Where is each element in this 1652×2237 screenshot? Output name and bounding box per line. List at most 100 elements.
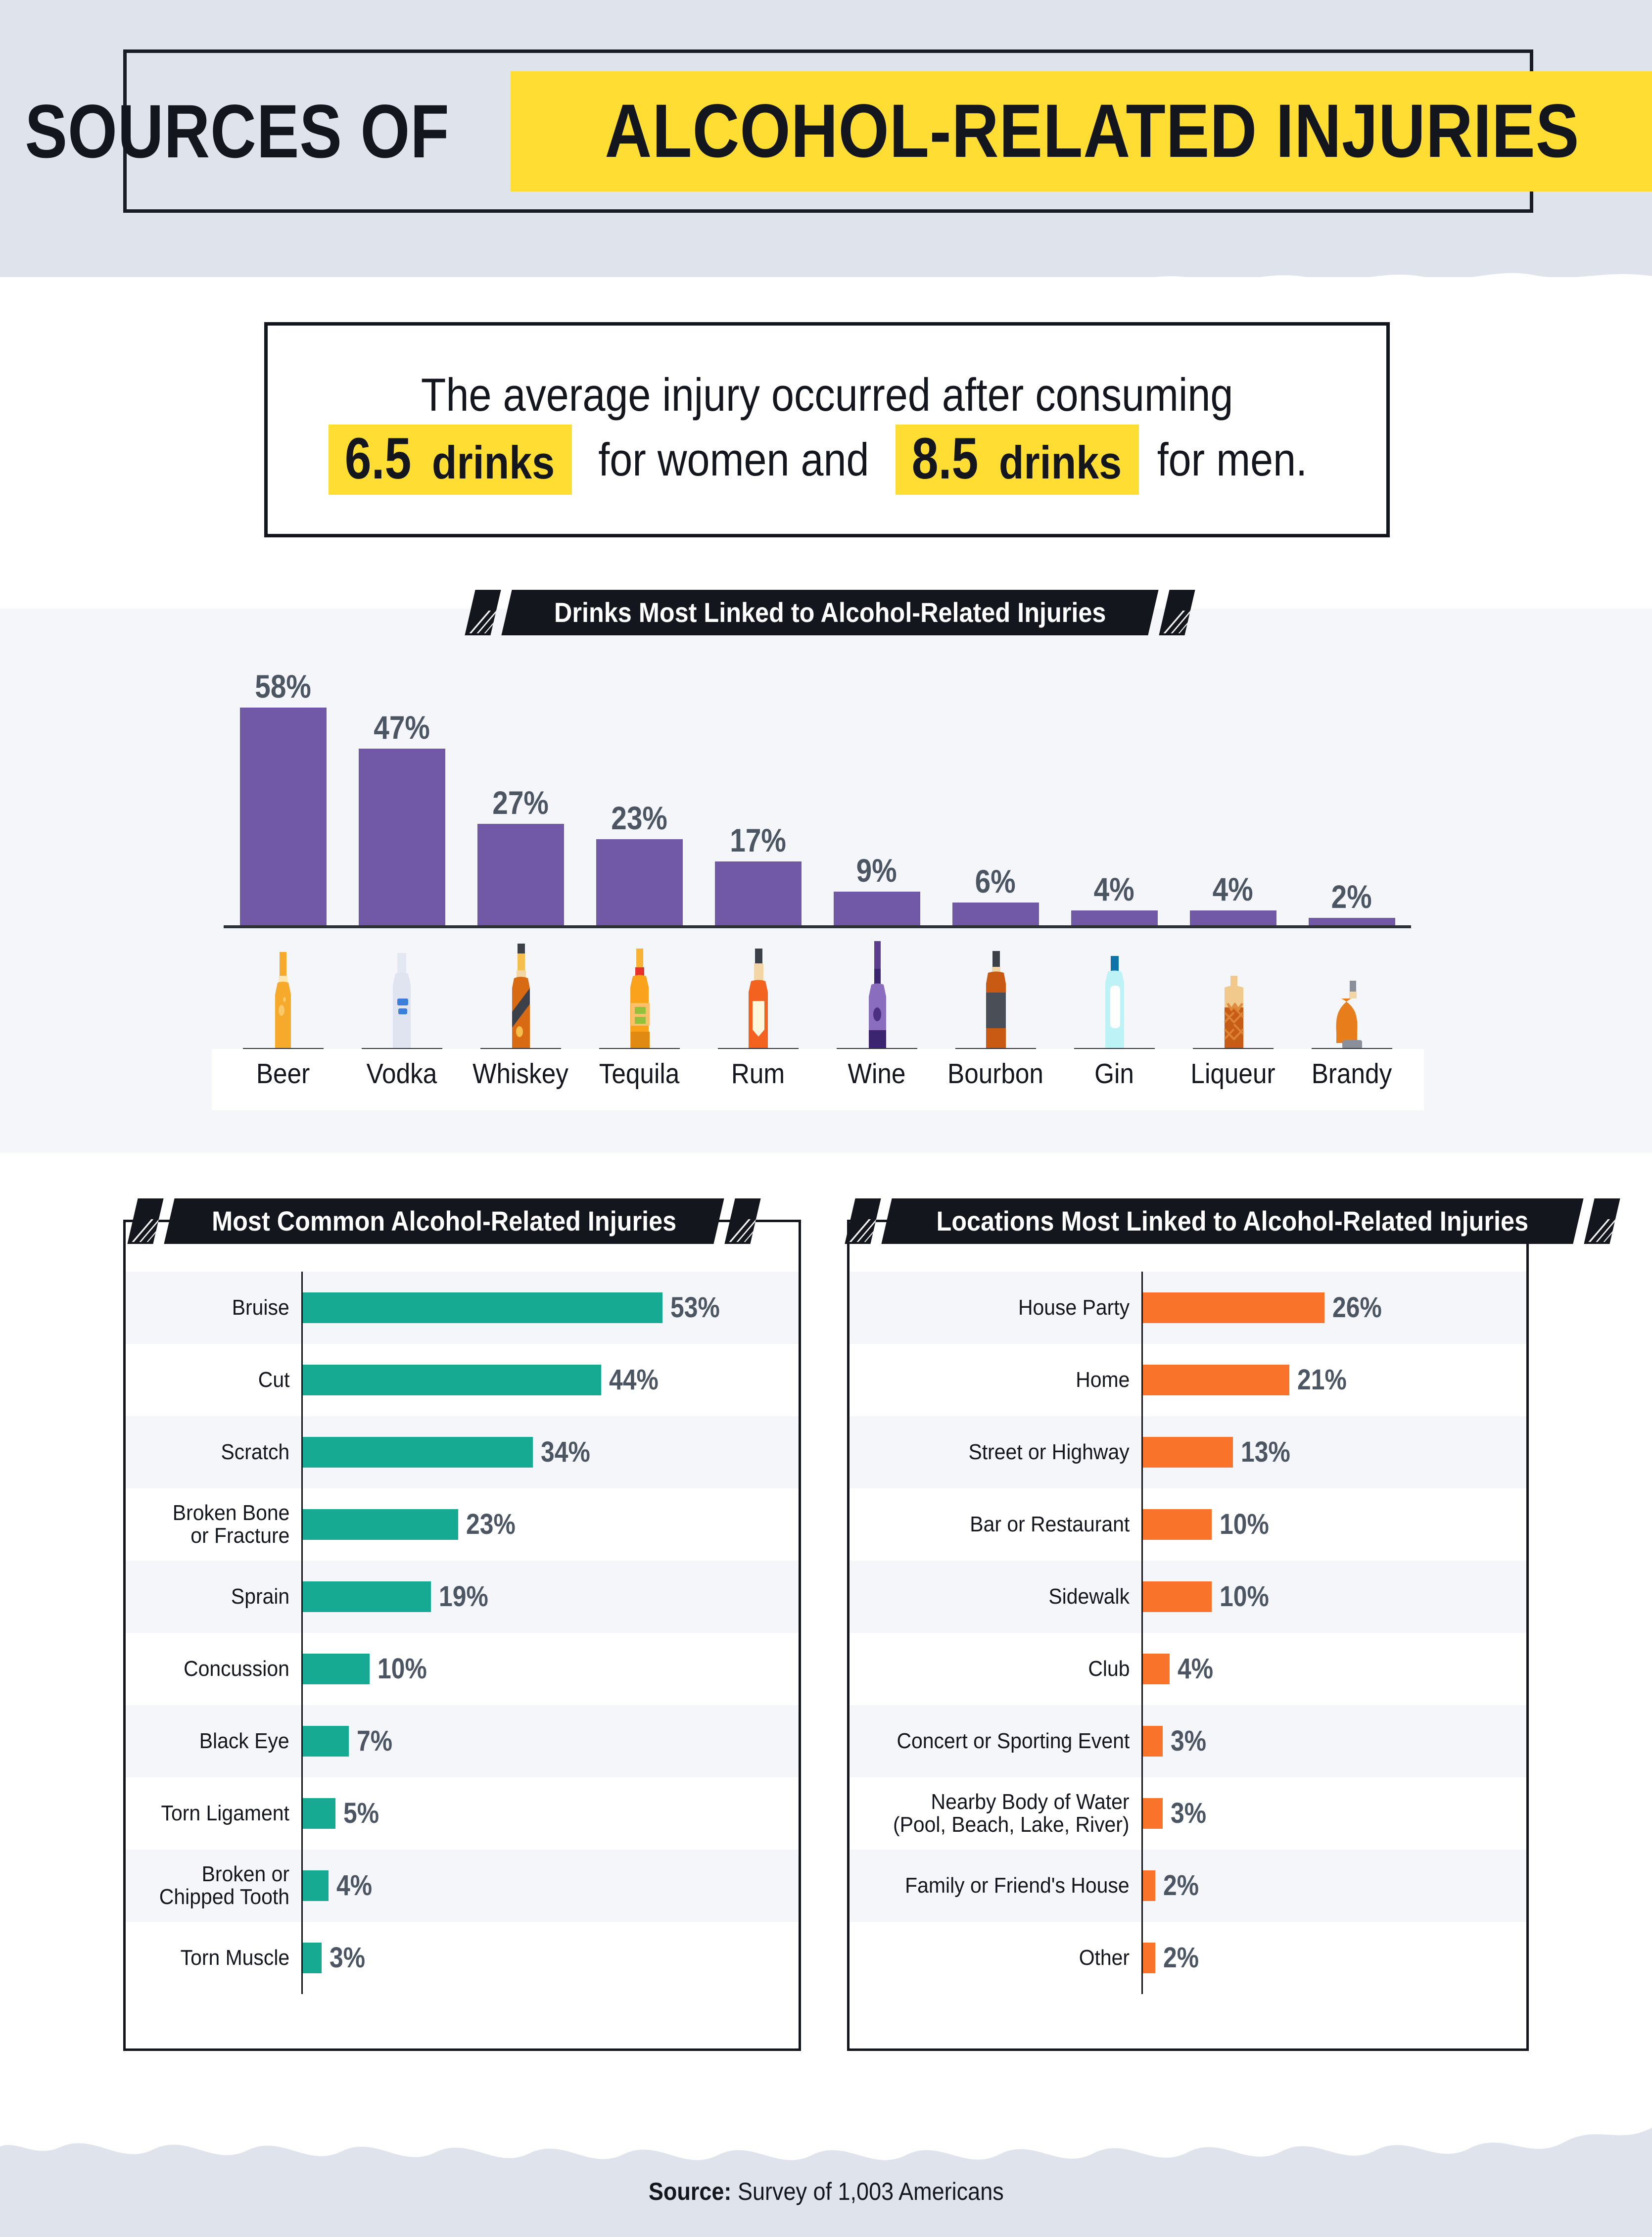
- chart-row-label: Concussion: [184, 1657, 289, 1681]
- drinks-category-label: Rum: [731, 1058, 785, 1090]
- chart-row-value: 10%: [378, 1653, 427, 1685]
- chart-row: Scratch 34%: [126, 1416, 799, 1488]
- men-drinks-unit: drinks: [998, 436, 1122, 489]
- drinks-bar-column: 58%: [239, 658, 327, 925]
- drinks-section-ribbon: Drinks Most Linked to Alcohol-Related In…: [465, 590, 1196, 635]
- drinks-bar-value: 27%: [492, 784, 549, 821]
- liqueur-bottle-icon: [1190, 935, 1276, 1050]
- injuries-section-heading: Most Common Alcohol-Related Injuries: [212, 1205, 677, 1237]
- ribbon-slash-right-icon: [724, 1198, 761, 1244]
- chart-row-label: Broken Bone or Fracture: [172, 1501, 289, 1548]
- chart-row: Home 21%: [850, 1344, 1526, 1416]
- chart-row-bar: [301, 1437, 533, 1468]
- chart-row-value: 10%: [1220, 1508, 1269, 1540]
- bourbon-bottle-icon: [952, 935, 1039, 1050]
- chart-row-label: Nearby Body of Water (Pool, Beach, Lake,…: [893, 1790, 1130, 1837]
- summary-line-1: The average injury occurred after consum…: [421, 368, 1233, 421]
- chart-row-bar: [301, 1365, 601, 1395]
- chart-row-value: 7%: [357, 1725, 393, 1757]
- ribbon-slash-right-icon: [1583, 1198, 1620, 1244]
- injuries-section-ribbon: Most Common Alcohol-Related Injuries: [127, 1198, 761, 1244]
- drinks-bar-value: 58%: [255, 668, 311, 705]
- drinks-bar: [358, 749, 445, 925]
- chart-row-value: 44%: [609, 1364, 659, 1396]
- torn-edge-bottom-icon: [0, 2098, 1652, 2160]
- chart-row: Concussion 10%: [126, 1633, 799, 1705]
- drinks-bar-value: 23%: [611, 800, 667, 836]
- drinks-bar-column: 23%: [596, 658, 683, 925]
- ribbon-body: Drinks Most Linked to Alcohol-Related In…: [501, 590, 1159, 635]
- chart-row: Bruise 53%: [126, 1272, 799, 1344]
- drinks-bar: [1189, 910, 1276, 925]
- injuries-panel: Bruise 53% Cut 44% Scratch 34% Broken Bone or …: [123, 1220, 801, 2051]
- chart-row-label: Cut: [258, 1368, 289, 1392]
- chart-baseline-axis: [301, 1272, 303, 1994]
- drinks-bar: [1071, 910, 1158, 925]
- drinks-category-label: Bourbon: [947, 1058, 1043, 1090]
- men-drinks-highlight: 8.5 drinks: [896, 425, 1139, 495]
- drinks-bar: [477, 824, 564, 925]
- tequila-bottle-icon: [596, 935, 683, 1050]
- drinks-category-label: Beer: [256, 1058, 310, 1090]
- chart-row-bar: [1141, 1798, 1163, 1829]
- chart-row-bar: [301, 1654, 370, 1684]
- chart-row-label: Home: [1075, 1368, 1130, 1392]
- chart-row-bar: [301, 1581, 431, 1612]
- drinks-bar-value: 47%: [374, 709, 430, 746]
- chart-row-bar: [1141, 1292, 1324, 1323]
- chart-row-label: House Party: [1018, 1295, 1130, 1320]
- source-note: Source: Survey of 1,003 Americans: [649, 2177, 1004, 2206]
- chart-row-bar: [1141, 1654, 1170, 1684]
- chart-row: Broken Bone or Fracture 23%: [126, 1488, 799, 1561]
- drinks-bar-column: 2%: [1308, 658, 1395, 925]
- torn-edge-top-icon: [0, 273, 1652, 312]
- page-title-block: SOURCES OF ALCOHOL-RELATED INJURIES: [25, 49, 1652, 213]
- chart-row: Family or Friend's House 2%: [850, 1850, 1526, 1922]
- drinks-bar: [714, 861, 802, 925]
- chart-row: Sprain 19%: [126, 1561, 799, 1633]
- chart-row-bar: [1141, 1726, 1163, 1757]
- locations-rows: House Party 26% Home 21% Street or Highway 13…: [850, 1272, 1526, 1994]
- chart-row-value: 13%: [1241, 1436, 1290, 1468]
- page-title-highlight: ALCOHOL-RELATED INJURIES: [511, 71, 1652, 191]
- chart-row-label: Black Eye: [199, 1729, 289, 1754]
- drinks-category-label: Gin: [1094, 1058, 1134, 1090]
- chart-row-label: Club: [1087, 1657, 1130, 1681]
- drinks-bars-container: 58% 47% 27% 23% 17% 9% 6% 4% 4% 2%: [224, 658, 1411, 925]
- gin-bottle-icon: [1071, 935, 1158, 1050]
- chart-row-value: 2%: [1163, 1869, 1199, 1902]
- ribbon-body: Most Common Alcohol-Related Injuries: [164, 1198, 724, 1244]
- drinks-bar-column: 47%: [358, 658, 445, 925]
- drinks-category-labels-row: Beer Vodka Whiskey Tequila Rum Wine Bourbon Gin…: [212, 1049, 1424, 1110]
- chart-row: Sidewalk 10%: [850, 1561, 1526, 1633]
- chart-row-label: Street or Highway: [968, 1440, 1130, 1465]
- chart-row: Street or Highway 13%: [850, 1416, 1526, 1488]
- drinks-category-label: Tequila: [599, 1058, 680, 1090]
- chart-row-bar: [301, 1943, 322, 1973]
- chart-row-value: 4%: [336, 1869, 373, 1902]
- locations-panel: House Party 26% Home 21% Street or Highway 13…: [847, 1220, 1529, 2051]
- chart-row: Nearby Body of Water (Pool, Beach, Lake,…: [850, 1777, 1526, 1850]
- summary-line-2: 6.5 drinks for women and 8.5 drinks for …: [329, 425, 1325, 495]
- chart-row-value: 3%: [1171, 1797, 1207, 1829]
- drinks-bar-value: 9%: [856, 852, 897, 889]
- chart-row-label: Torn Muscle: [180, 1946, 289, 1970]
- chart-row: Black Eye 7%: [126, 1705, 799, 1777]
- chart-row-label: Sprain: [231, 1584, 289, 1609]
- drinks-bar-column: 4%: [1189, 658, 1276, 925]
- drinks-bar-chart: 58% 47% 27% 23% 17% 9% 6% 4% 4% 2% Beer Vodka Whisk…: [0, 609, 1652, 1153]
- women-drinks-highlight: 6.5 drinks: [329, 425, 572, 495]
- chart-row-bar: [1141, 1509, 1212, 1540]
- chart-row-bar: [1141, 1437, 1233, 1468]
- chart-row-bar: [301, 1798, 335, 1829]
- chart-row: Other 2%: [850, 1922, 1526, 1994]
- locations-section-heading: Locations Most Linked to Alcohol-Related…: [936, 1205, 1529, 1237]
- chart-row: Club 4%: [850, 1633, 1526, 1705]
- chart-row-bar: [1141, 1365, 1289, 1395]
- chart-row: Concert or Sporting Event 3%: [850, 1705, 1526, 1777]
- drinks-bar: [239, 708, 327, 925]
- drinks-category-label: Brandy: [1311, 1058, 1392, 1090]
- ribbon-slash-right-icon: [1159, 590, 1196, 635]
- drinks-bar: [833, 892, 920, 925]
- men-drinks-number: 8.5: [911, 426, 979, 492]
